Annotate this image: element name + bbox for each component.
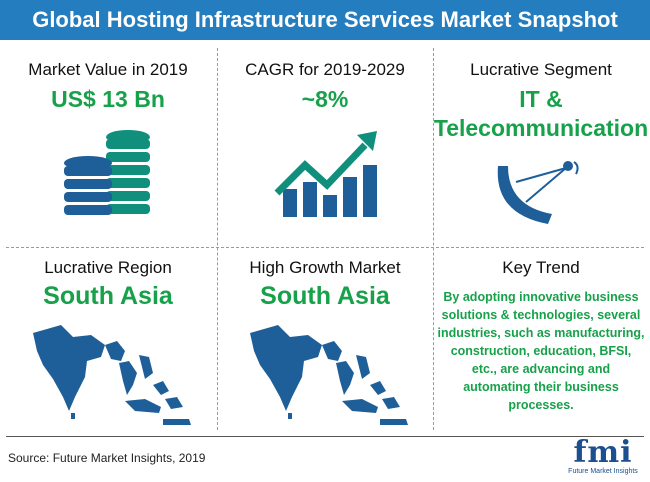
logo-subtitle: Future Market Insights: [568, 468, 638, 475]
market-value-cell: Market Value in 2019 US$ 13 Bn: [0, 52, 216, 232]
segment-value-line2: Telecommunication: [433, 115, 649, 141]
segment-cell: Lucrative Segment IT & Telecommunication: [433, 52, 649, 237]
region-cell: Lucrative Region South Asia: [0, 250, 216, 440]
region-value: South Asia: [43, 282, 173, 310]
key-trend-text: By adopting innovative business solution…: [437, 290, 645, 412]
page-title: Global Hosting Infrastructure Services M…: [0, 0, 650, 40]
growth-market-cell: High Growth Market South Asia: [217, 250, 433, 440]
growth-market-label: High Growth Market: [249, 258, 401, 277]
market-value-label: Market Value in 2019: [28, 60, 188, 79]
grid-divider: [217, 48, 218, 430]
grid-divider: [433, 48, 434, 430]
region-label: Lucrative Region: [44, 258, 172, 277]
market-value-value: US$ 13 Bn: [51, 86, 165, 112]
growth-market-value: South Asia: [260, 282, 390, 310]
key-trend-label: Key Trend: [502, 258, 580, 277]
growth-chart-icon: [274, 131, 377, 217]
logo-text: fmi: [573, 435, 633, 470]
cagr-value: ~8%: [301, 86, 349, 112]
key-trend-cell: Key Trend By adopting innovative busines…: [433, 250, 649, 414]
south-asia-map-icon: [33, 325, 191, 425]
segment-label: Lucrative Segment: [470, 60, 612, 79]
segment-value-line1: IT &: [519, 86, 563, 112]
cagr-cell: CAGR for 2019-2029 ~8%: [217, 52, 433, 232]
grid-divider: [6, 247, 644, 248]
fmi-logo: fmi Future Market Insights: [560, 438, 646, 482]
coin-stack-icon: [64, 130, 150, 215]
cagr-label: CAGR for 2019-2029: [245, 60, 405, 79]
footer-divider: [6, 436, 644, 437]
south-asia-map-icon: [250, 325, 408, 425]
satellite-dish-icon: [497, 161, 579, 224]
source-note: Source: Future Market Insights, 2019: [8, 451, 206, 465]
